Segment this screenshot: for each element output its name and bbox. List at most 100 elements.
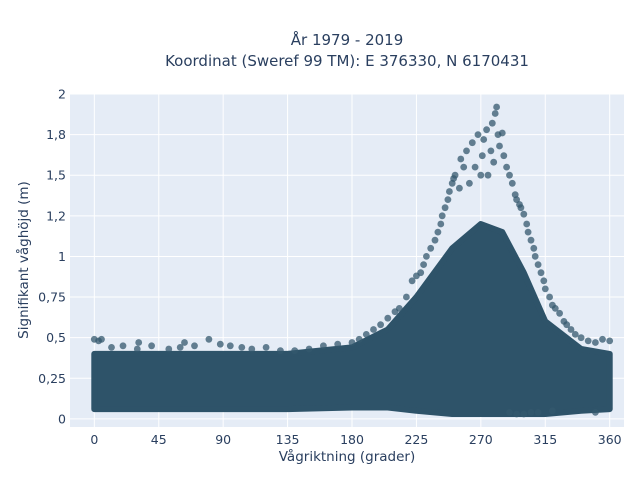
scatter-point bbox=[305, 345, 313, 353]
scatter-point bbox=[488, 119, 496, 127]
scatter-point bbox=[108, 344, 115, 351]
scatter-point bbox=[320, 342, 327, 350]
scatter-point bbox=[277, 347, 284, 355]
y-tick-label: 0 bbox=[58, 411, 66, 426]
scatter-point bbox=[248, 345, 256, 353]
y-tick-label: 0,25 bbox=[38, 371, 66, 386]
scatter-point bbox=[599, 335, 606, 343]
chart-title-line1: År 1979 - 2019 bbox=[291, 30, 404, 49]
scatter-point bbox=[571, 331, 579, 338]
scatter-point bbox=[540, 277, 548, 285]
scatter-point bbox=[506, 409, 513, 416]
scatter-point bbox=[513, 196, 520, 204]
x-axis-title: Vågriktning (grader) bbox=[279, 448, 416, 465]
data-band-area bbox=[91, 221, 613, 417]
scatter-point bbox=[384, 314, 392, 322]
scatter-point bbox=[456, 184, 463, 192]
scatter-point bbox=[334, 340, 342, 348]
scatter-point bbox=[490, 158, 498, 166]
scatter-point bbox=[508, 179, 516, 187]
x-tick-label: 180 bbox=[340, 432, 364, 447]
scatter-point bbox=[216, 340, 224, 348]
scatter-point bbox=[517, 204, 525, 212]
scatter-point bbox=[592, 409, 599, 416]
y-tick-label: 0,75 bbox=[38, 290, 66, 305]
scatter-point bbox=[451, 171, 459, 179]
x-tick-label: 0 bbox=[90, 432, 98, 447]
scatter-point bbox=[431, 236, 439, 244]
scatter-point bbox=[541, 285, 549, 293]
y-tick-label: 2 bbox=[58, 87, 66, 102]
scatter-point bbox=[520, 410, 528, 418]
scatter-point bbox=[503, 163, 510, 171]
scatter-point bbox=[438, 212, 446, 220]
scatter-point bbox=[444, 196, 452, 204]
scatter-point bbox=[427, 244, 435, 252]
scatter-point bbox=[527, 236, 535, 244]
y-tick-label: 1,8 bbox=[46, 127, 66, 142]
scatter-point bbox=[567, 326, 575, 333]
scatter-point bbox=[500, 152, 508, 160]
scatter-point bbox=[165, 345, 173, 353]
scatter-point bbox=[466, 179, 473, 187]
scatter-point bbox=[446, 188, 453, 195]
x-axis-ticks: 0 45 90 135 180 225 270 315 360 bbox=[90, 432, 621, 447]
scatter-point bbox=[531, 253, 539, 260]
scatter-point bbox=[362, 331, 370, 338]
scatter-point bbox=[471, 163, 479, 171]
scatter-point bbox=[420, 261, 427, 268]
scatter-point bbox=[348, 339, 356, 346]
scatter-point bbox=[457, 155, 465, 163]
scatter-point bbox=[262, 344, 270, 351]
scatter-point bbox=[417, 269, 425, 277]
scatter-point bbox=[205, 335, 213, 343]
scatter-point bbox=[487, 147, 495, 155]
x-tick-label: 45 bbox=[151, 432, 167, 447]
x-tick-label: 270 bbox=[469, 432, 493, 447]
scatter-point bbox=[135, 339, 143, 346]
scatter-point bbox=[477, 171, 485, 179]
scatter-point bbox=[437, 220, 445, 228]
scatter-point bbox=[524, 228, 532, 236]
scatter-point bbox=[441, 204, 449, 212]
y-tick-label: 1 bbox=[58, 249, 66, 264]
scatter-point bbox=[226, 342, 234, 350]
chart-title-line2: Koordinat (Sweref 99 TM): E 376330, N 61… bbox=[165, 52, 529, 70]
scatter-point bbox=[577, 334, 585, 342]
scatter-point bbox=[176, 344, 184, 351]
scatter-point bbox=[395, 305, 403, 312]
y-tick-label: 0,5 bbox=[46, 330, 66, 345]
scatter-point bbox=[468, 139, 476, 147]
scatter-point bbox=[584, 337, 592, 345]
scatter-point bbox=[377, 321, 384, 329]
y-axis-ticks: 0 0,25 0,5 0,75 1 1,2 1,5 1,8 2 bbox=[38, 87, 66, 427]
x-tick-label: 315 bbox=[533, 432, 557, 447]
scatter-point bbox=[506, 171, 513, 179]
scatter-point bbox=[549, 407, 556, 415]
scatter-point bbox=[434, 228, 442, 236]
scatter-point bbox=[478, 152, 486, 160]
x-tick-label: 135 bbox=[276, 432, 300, 447]
scatter-point bbox=[460, 163, 468, 171]
x-tick-label: 90 bbox=[215, 432, 231, 447]
scatter-point bbox=[484, 171, 492, 179]
y-tick-label: 1,2 bbox=[46, 208, 66, 223]
scatter-point bbox=[148, 342, 156, 350]
data-band bbox=[91, 221, 613, 417]
scatter-point bbox=[520, 210, 528, 218]
scatter-point bbox=[537, 269, 545, 277]
scatter-point bbox=[556, 309, 563, 317]
scatter-point bbox=[551, 305, 559, 312]
scatter-point bbox=[423, 253, 430, 260]
scatter-point bbox=[563, 321, 571, 329]
scatter-point bbox=[606, 337, 614, 345]
scatter-point bbox=[119, 342, 127, 350]
scatter-point bbox=[592, 339, 599, 346]
scatter-point bbox=[181, 339, 188, 346]
scatter-point bbox=[403, 293, 410, 301]
y-tick-label: 1,5 bbox=[46, 168, 66, 183]
scatter-point bbox=[133, 345, 141, 353]
scatter-point bbox=[98, 335, 105, 343]
x-tick-label: 360 bbox=[598, 432, 622, 447]
